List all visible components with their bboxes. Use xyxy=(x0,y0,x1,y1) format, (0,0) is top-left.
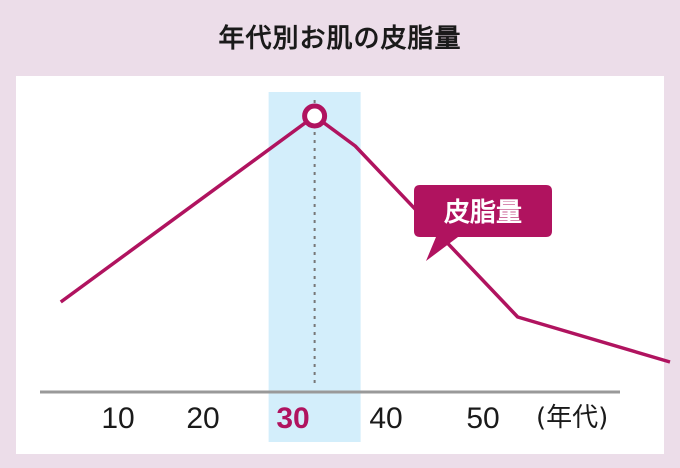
series-line-sebum xyxy=(59,114,671,364)
callout-bubble xyxy=(414,185,552,261)
series-callout: 皮脂量 xyxy=(414,185,552,261)
chart-title: 年代別お肌の皮脂量 xyxy=(218,24,462,54)
x-tick-label-30: 30 xyxy=(276,402,309,435)
x-tick-label-40: 40 xyxy=(369,402,402,435)
peak-marker-point xyxy=(302,103,328,129)
highlight-band xyxy=(268,92,361,442)
x-tick-label-10: 10 xyxy=(101,402,134,435)
x-tick-label-50: 50 xyxy=(466,402,499,435)
x-axis-unit-label: (年代) xyxy=(536,403,608,433)
x-tick-label-20: 20 xyxy=(186,402,219,435)
callout-label: 皮脂量 xyxy=(444,198,522,228)
